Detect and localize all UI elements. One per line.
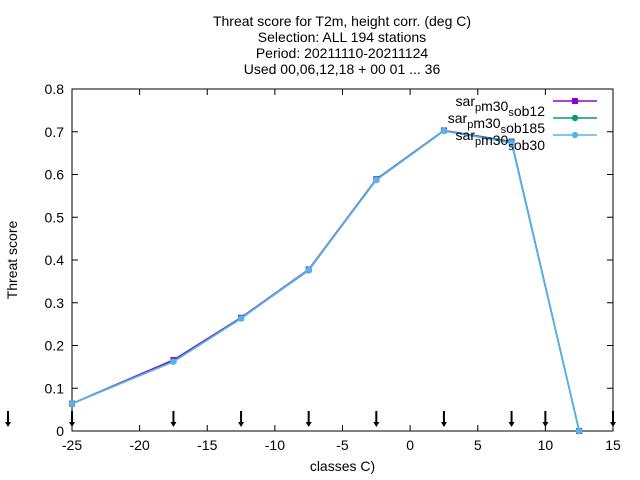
y-axis-label: Threat score (4, 220, 20, 299)
y-tick-label: 0.1 (45, 380, 65, 396)
class-markers (5, 411, 616, 427)
legend-label: sarpm30sob12 (456, 93, 546, 119)
class-arrow (542, 411, 549, 427)
data-point (575, 427, 583, 435)
class-arrow (508, 411, 515, 427)
y-tick-label: 0 (56, 423, 64, 439)
legend-item: sarpm30sob30 (456, 127, 597, 153)
axis-ticks: -25 -20 -15 -10 -5 0 5 10 15 0 0.1 0.2 0.3 0.4 0.5 0.6 0… (45, 81, 621, 453)
data-point (305, 266, 312, 274)
data-point (373, 176, 380, 184)
x-tick-label: -5 (336, 437, 349, 453)
data-point (440, 127, 448, 135)
class-arrow (238, 411, 245, 427)
x-tick-label: 0 (406, 437, 414, 453)
legend-label: sarpm30sob30 (456, 127, 546, 153)
title-line: Used 00,06,12,18 + 00 01 ... 36 (244, 61, 441, 77)
legend-label: sarpm30sob185 (448, 110, 545, 136)
legend-item: sarpm30sob185 (448, 110, 597, 136)
series-line (71, 129, 580, 432)
y-tick-label: 0.3 (45, 295, 65, 311)
title-line: Threat score for T2m, height corr. (deg … (213, 13, 471, 29)
legend-swatch-marker (571, 114, 579, 122)
title-line: Selection: ALL 194 stations (258, 29, 426, 45)
x-axis-label: classes C) (310, 458, 375, 474)
y-tick-label: 0.4 (45, 252, 65, 268)
class-arrow (69, 411, 75, 427)
y-tick-label: 0.5 (45, 209, 65, 225)
x-tick-label: -10 (265, 437, 285, 453)
x-tick-label: -20 (130, 437, 150, 453)
legend-swatch-marker (572, 98, 578, 104)
class-arrow (440, 411, 447, 427)
class-arrow (610, 411, 616, 427)
series-sar_pm30_sob30 (68, 127, 583, 435)
x-tick-label: 10 (538, 437, 554, 453)
data-point (68, 400, 76, 407)
class-arrow (170, 411, 177, 427)
series-sar_pm30_sob12 (69, 127, 583, 434)
class-arrow (5, 411, 11, 427)
y-tick-label: 0.8 (45, 81, 65, 97)
x-tick-label: -15 (197, 437, 217, 453)
data-point (170, 358, 177, 365)
title-line: Period: 20211110-20211124 (256, 45, 429, 61)
x-tick-label: 5 (474, 437, 482, 453)
legend-swatch-marker (571, 131, 579, 139)
class-arrow (305, 411, 312, 427)
data-point (237, 315, 245, 322)
series-sar_pm30_sob185 (68, 127, 583, 435)
y-tick-label: 0.7 (45, 124, 65, 140)
y-tick-label: 0.2 (45, 338, 65, 354)
x-tick-label: -25 (62, 437, 82, 453)
series-line (71, 130, 580, 432)
legend-item: sarpm30sob12 (456, 93, 597, 119)
chart-title: Threat score for T2m, height corr. (deg … (213, 13, 471, 77)
series-line (71, 130, 580, 432)
series (68, 127, 583, 435)
y-tick-label: 0.6 (45, 167, 65, 183)
x-tick-label: 15 (605, 437, 621, 453)
class-arrow (373, 411, 380, 427)
data-point (508, 139, 515, 147)
